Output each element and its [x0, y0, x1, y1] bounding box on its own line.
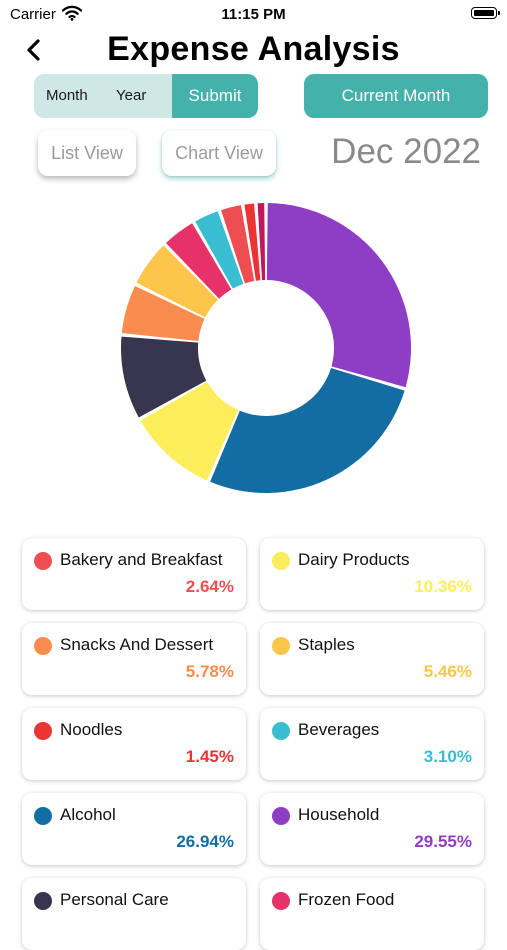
category-card[interactable]: Alcohol 26.94% [22, 793, 246, 865]
category-name: Frozen Food [298, 890, 395, 909]
category-percent: 5.46% [423, 662, 472, 681]
category-card[interactable]: Staples 5.46% [260, 623, 484, 695]
category-card[interactable]: Dairy Products 10.36% [260, 538, 484, 610]
category-color-dot [34, 892, 52, 910]
category-color-dot [34, 807, 52, 825]
donut-slice-frozen-food[interactable] [165, 223, 232, 299]
status-bar: Carrier 11:15 PM [0, 0, 507, 28]
list-view-button[interactable]: List View [38, 130, 136, 176]
category-card[interactable]: Snacks And Dessert 5.78% [22, 623, 246, 695]
status-time: 11:15 PM [221, 6, 286, 23]
donut-slice-household[interactable] [266, 203, 412, 388]
category-color-dot [272, 722, 290, 740]
wifi-icon [61, 5, 83, 26]
page-title: Expense Analysis [107, 30, 400, 68]
selected-date: Dec 2022 [331, 132, 481, 171]
category-percent: 2.64% [185, 577, 234, 596]
category-name: Alcohol [60, 805, 116, 824]
category-name: Household [298, 805, 380, 824]
current-month-button[interactable]: Current Month [304, 74, 488, 118]
donut-slice-alcohol[interactable] [210, 367, 405, 494]
donut-slice-snacks-and-dessert[interactable] [121, 285, 205, 341]
chevron-left-icon [27, 39, 40, 61]
category-color-dot [34, 637, 52, 655]
period-segmented-control: Month Year Submit [34, 74, 258, 118]
category-color-dot [272, 552, 290, 570]
category-percent: 26.94% [176, 832, 234, 851]
category-color-dot [34, 552, 52, 570]
category-card[interactable]: Frozen Food [260, 878, 484, 950]
donut-slice-staples[interactable] [136, 245, 218, 318]
donut-slice-beverages[interactable] [195, 211, 244, 289]
category-name: Snacks And Dessert [60, 635, 214, 654]
category-card[interactable]: Personal Care [22, 878, 246, 950]
carrier-label: Carrier [10, 6, 56, 23]
submit-button[interactable]: Submit [172, 74, 258, 118]
donut-slice-personal-care[interactable] [121, 336, 207, 418]
category-name: Bakery and Breakfast [60, 550, 223, 569]
category-card[interactable]: Household 29.55% [260, 793, 484, 865]
segment-year[interactable]: Year [116, 87, 147, 104]
category-name: Beverages [298, 720, 380, 739]
category-percent: 3.10% [423, 747, 472, 766]
category-name: Personal Care [60, 890, 169, 909]
donut-slice-noodles[interactable] [244, 203, 261, 281]
back-button[interactable] [18, 34, 50, 66]
category-percent: 1.45% [185, 747, 234, 766]
donut-slice-other[interactable] [257, 203, 266, 281]
donut-slice-bakery-and-breakfast[interactable] [221, 205, 255, 284]
category-percent: 5.78% [185, 662, 234, 681]
category-name: Noodles [60, 720, 123, 739]
segment-month[interactable]: Month [46, 87, 88, 104]
category-color-dot [272, 807, 290, 825]
category-card[interactable]: Beverages 3.10% [260, 708, 484, 780]
navigation-bar: Expense Analysis [0, 28, 507, 72]
category-percent: 10.36% [414, 577, 472, 596]
category-color-dot [272, 637, 290, 655]
category-percent: 29.55% [414, 832, 472, 851]
category-color-dot [34, 722, 52, 740]
category-name: Dairy Products [298, 550, 410, 569]
category-card[interactable]: Noodles 1.45% [22, 708, 246, 780]
chart-view-button[interactable]: Chart View [162, 130, 276, 176]
donut-slice-dairy-products[interactable] [140, 382, 239, 481]
category-color-dot [272, 892, 290, 910]
category-name: Staples [298, 635, 355, 654]
battery-icon [471, 7, 500, 19]
category-card[interactable]: Bakery and Breakfast 2.64% [22, 538, 246, 610]
expense-donut-chart [121, 203, 412, 494]
